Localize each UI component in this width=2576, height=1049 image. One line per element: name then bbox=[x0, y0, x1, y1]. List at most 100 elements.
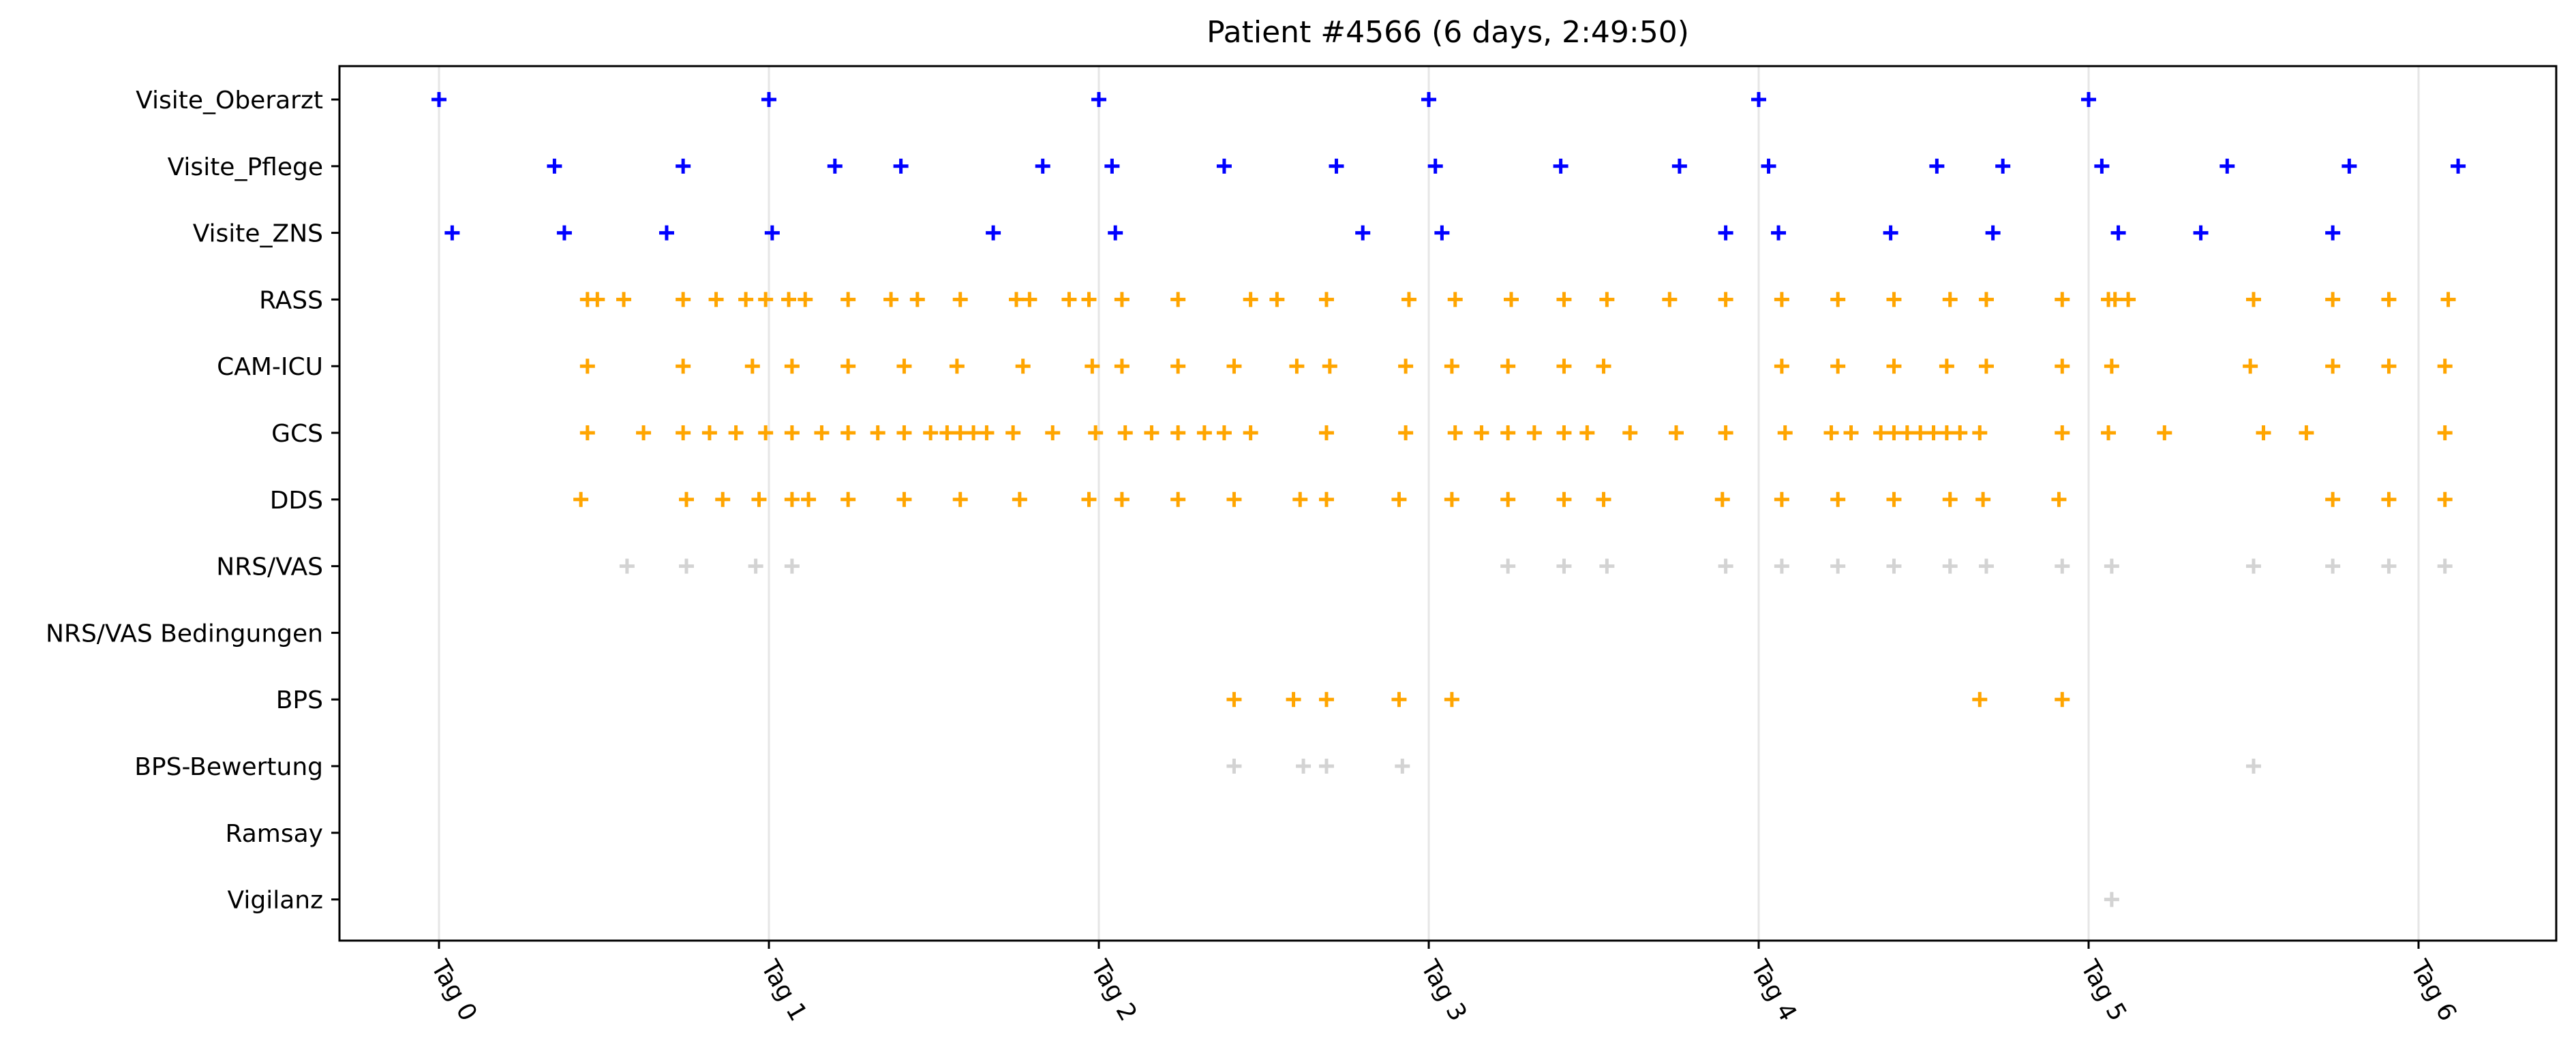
data-point bbox=[1942, 292, 1958, 307]
y-tick-label: Visite_ZNS bbox=[193, 220, 323, 248]
data-point bbox=[1104, 158, 1120, 174]
data-point bbox=[2325, 225, 2341, 241]
data-point bbox=[1269, 292, 1285, 307]
data-point bbox=[2325, 491, 2341, 507]
data-point bbox=[1012, 491, 1027, 507]
data-point bbox=[1830, 359, 1846, 374]
data-point bbox=[444, 225, 460, 241]
data-point bbox=[2246, 759, 2261, 774]
data-point bbox=[986, 225, 1001, 241]
data-point bbox=[2107, 292, 2123, 307]
data-point bbox=[701, 425, 717, 440]
data-point bbox=[1556, 558, 1572, 574]
data-point bbox=[1843, 425, 1859, 440]
data-point bbox=[616, 292, 632, 307]
data-point bbox=[573, 491, 589, 507]
data-point bbox=[1662, 292, 1678, 307]
data-point bbox=[1391, 692, 1407, 708]
data-point bbox=[1718, 425, 1733, 440]
data-point bbox=[2055, 359, 2070, 374]
data-point bbox=[1975, 491, 1991, 507]
data-point bbox=[2193, 225, 2209, 241]
y-tick-label: GCS bbox=[271, 420, 323, 448]
data-point bbox=[1009, 292, 1024, 307]
data-point bbox=[1579, 425, 1595, 440]
data-point bbox=[1434, 225, 1450, 241]
data-point bbox=[923, 425, 939, 440]
data-point bbox=[893, 158, 909, 174]
data-point bbox=[827, 158, 843, 174]
data-point bbox=[1226, 359, 1242, 374]
data-point bbox=[784, 425, 800, 440]
data-point bbox=[1883, 225, 1898, 241]
data-point bbox=[2104, 359, 2119, 374]
data-point bbox=[1286, 692, 1301, 708]
data-point bbox=[1427, 158, 1443, 174]
data-point bbox=[1939, 359, 1954, 374]
data-point bbox=[2104, 558, 2119, 574]
data-point bbox=[2104, 892, 2119, 907]
y-tick-label: NRS/VAS bbox=[216, 553, 323, 581]
data-point bbox=[1114, 491, 1130, 507]
data-point bbox=[1500, 425, 1516, 440]
data-point bbox=[1444, 359, 1459, 374]
data-point bbox=[798, 292, 813, 307]
data-point bbox=[1322, 359, 1337, 374]
data-point bbox=[1395, 759, 1410, 774]
data-point bbox=[748, 558, 763, 574]
data-point bbox=[1556, 359, 1572, 374]
data-point bbox=[1292, 491, 1308, 507]
data-point bbox=[1913, 425, 1928, 440]
data-point bbox=[2451, 158, 2466, 174]
data-point bbox=[2055, 692, 2070, 708]
data-point bbox=[1622, 425, 1638, 440]
data-point bbox=[1978, 359, 1994, 374]
data-point bbox=[1114, 359, 1130, 374]
data-point bbox=[1929, 158, 1945, 174]
y-tick-label: NRS/VAS Bedingungen bbox=[46, 620, 323, 648]
y-tick-label: Ramsay bbox=[226, 820, 323, 848]
data-point bbox=[1774, 558, 1789, 574]
data-point bbox=[1196, 425, 1212, 440]
data-point bbox=[2243, 359, 2258, 374]
data-point bbox=[814, 425, 830, 440]
data-point bbox=[1401, 292, 1416, 307]
data-point bbox=[758, 425, 774, 440]
data-point bbox=[1318, 759, 1334, 774]
data-point bbox=[2219, 158, 2235, 174]
data-point bbox=[1421, 92, 1436, 107]
data-point bbox=[1596, 491, 1611, 507]
data-point bbox=[1355, 225, 1371, 241]
data-point bbox=[1823, 425, 1839, 440]
data-point bbox=[1108, 225, 1123, 241]
data-point bbox=[1318, 425, 1334, 440]
data-point bbox=[1015, 359, 1031, 374]
data-point bbox=[1985, 225, 2001, 241]
data-point bbox=[676, 158, 691, 174]
data-point bbox=[676, 425, 691, 440]
data-point bbox=[1939, 425, 1954, 440]
data-point bbox=[2081, 92, 2096, 107]
data-point bbox=[1886, 491, 1902, 507]
data-point bbox=[2101, 425, 2117, 440]
data-point bbox=[1942, 558, 1958, 574]
data-point bbox=[2437, 425, 2453, 440]
data-point bbox=[1088, 425, 1104, 440]
data-point bbox=[1886, 558, 1902, 574]
data-point bbox=[676, 292, 691, 307]
data-point bbox=[744, 359, 760, 374]
data-point bbox=[2094, 158, 2110, 174]
data-point bbox=[1718, 292, 1733, 307]
data-point bbox=[1830, 292, 1846, 307]
data-point bbox=[1391, 491, 1407, 507]
data-point bbox=[952, 491, 968, 507]
data-point bbox=[1669, 425, 1684, 440]
data-point bbox=[1978, 558, 1994, 574]
data-point bbox=[764, 225, 780, 241]
y-tick-label: DDS bbox=[270, 487, 323, 515]
data-point bbox=[1226, 491, 1242, 507]
data-point bbox=[1170, 425, 1186, 440]
data-point bbox=[1774, 491, 1789, 507]
data-point bbox=[1289, 359, 1305, 374]
